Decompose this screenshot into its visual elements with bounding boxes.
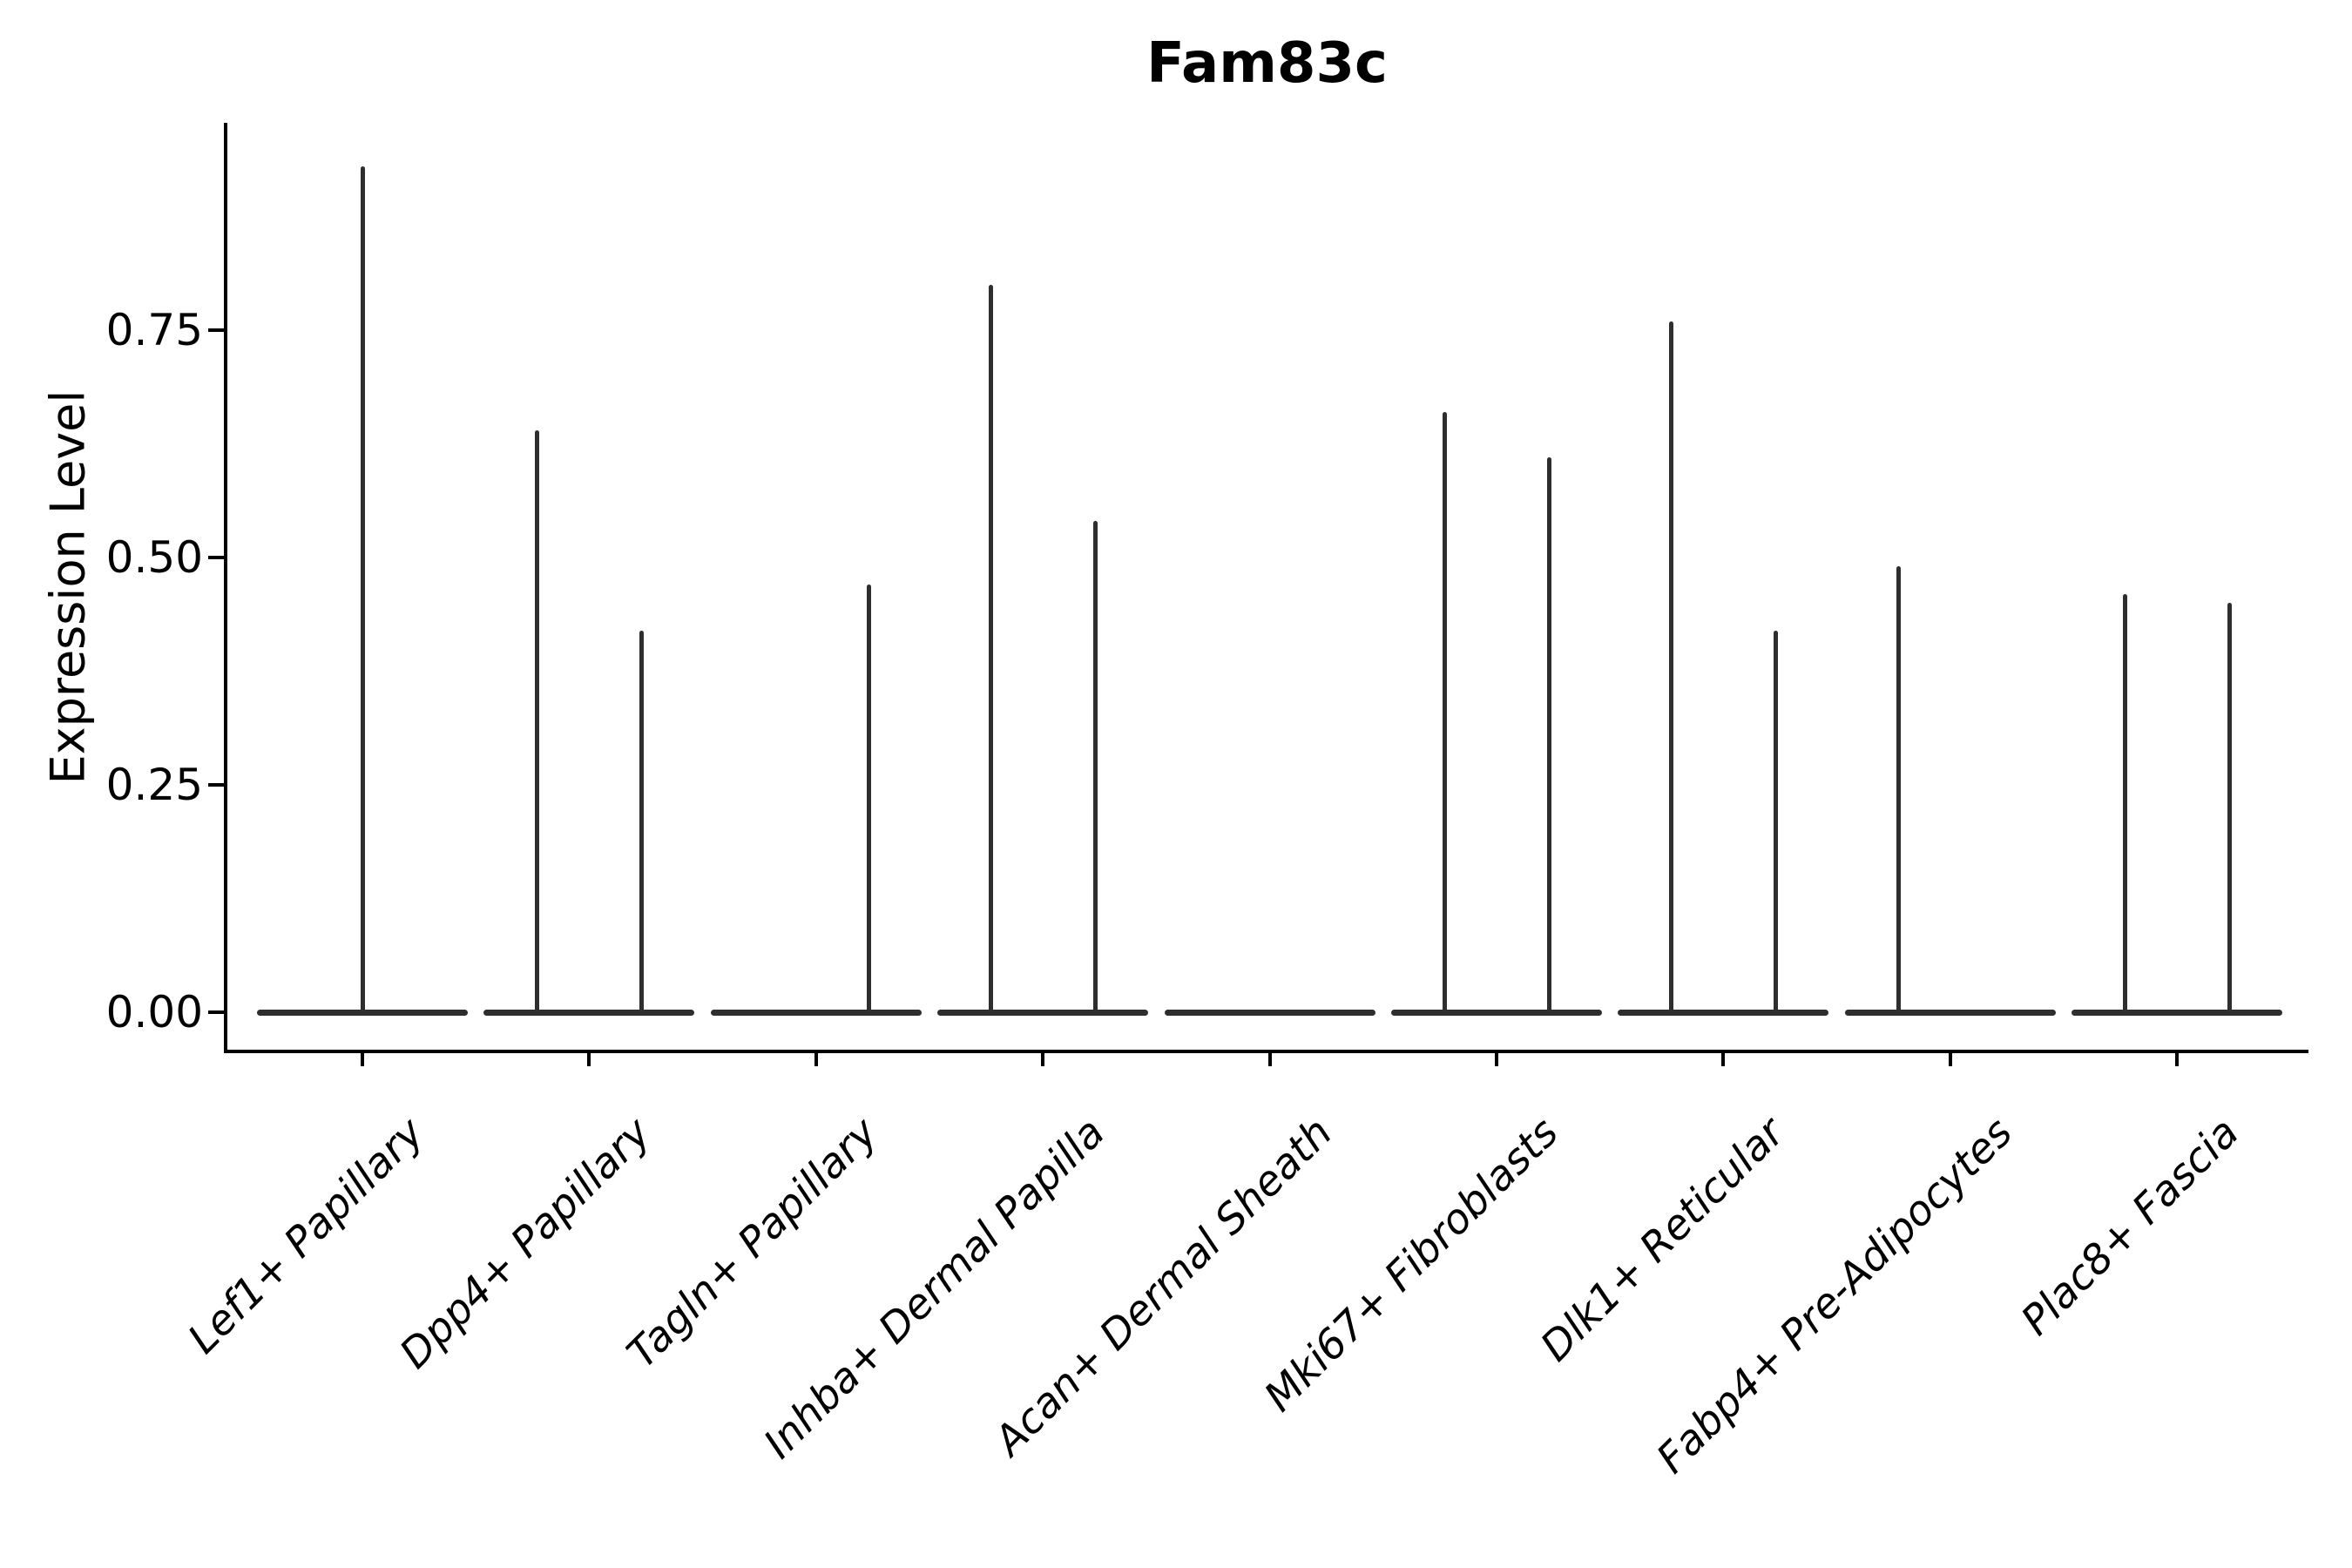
violin-body bbox=[2072, 1010, 2282, 1016]
x-axis-spine bbox=[224, 1050, 2308, 1053]
x-tick-mark bbox=[1041, 1051, 1044, 1066]
violin-spike bbox=[1546, 457, 1551, 1012]
violin-body bbox=[483, 1010, 694, 1016]
x-axis-tick-label: Plac8+ Fascia bbox=[2011, 1108, 2248, 1345]
y-tick-mark bbox=[208, 328, 224, 332]
y-axis-spine bbox=[224, 123, 227, 1053]
x-tick-mark bbox=[361, 1051, 364, 1066]
violin-spike bbox=[1442, 412, 1447, 1012]
y-axis-tick-label: 0.00 bbox=[105, 987, 203, 1037]
violin-body bbox=[257, 1010, 468, 1016]
y-tick-mark bbox=[208, 556, 224, 559]
x-tick-mark bbox=[814, 1051, 818, 1066]
violin-spike bbox=[1896, 566, 1901, 1012]
violin-spike bbox=[1668, 321, 1673, 1012]
violin-spike bbox=[988, 285, 993, 1012]
chart-title: Fam83c bbox=[1146, 31, 1388, 96]
x-tick-mark bbox=[587, 1051, 591, 1066]
y-tick-mark bbox=[208, 1010, 224, 1014]
violin-body bbox=[1845, 1010, 2056, 1016]
violin-spike bbox=[360, 166, 365, 1012]
x-axis-tick-label: Lef1+ Papillary bbox=[179, 1108, 434, 1363]
violin-spike bbox=[2227, 603, 2232, 1012]
violin-spike bbox=[2122, 594, 2127, 1012]
x-tick-mark bbox=[1268, 1051, 1272, 1066]
violin-body bbox=[937, 1010, 1148, 1016]
x-tick-mark bbox=[1949, 1051, 1952, 1066]
y-tick-mark bbox=[208, 783, 224, 787]
violin-spike bbox=[866, 585, 871, 1012]
x-axis-tick-label: Dlk1+ Reticular bbox=[1531, 1108, 1794, 1371]
violin-body bbox=[1391, 1010, 1602, 1016]
x-tick-mark bbox=[1721, 1051, 1725, 1066]
violin-body bbox=[711, 1010, 922, 1016]
violin-body bbox=[1165, 1010, 1375, 1016]
violin-spike bbox=[534, 430, 539, 1012]
violin-spike bbox=[1773, 631, 1778, 1012]
violin-spike bbox=[639, 631, 644, 1012]
y-axis-tick-label: 0.50 bbox=[105, 532, 203, 583]
violin-spike bbox=[1092, 521, 1098, 1012]
y-axis-tick-label: 0.75 bbox=[105, 305, 203, 355]
violin-body bbox=[1618, 1010, 1828, 1016]
x-tick-mark bbox=[2175, 1051, 2179, 1066]
x-tick-mark bbox=[1495, 1051, 1498, 1066]
y-axis-tick-label: 0.25 bbox=[105, 760, 203, 810]
